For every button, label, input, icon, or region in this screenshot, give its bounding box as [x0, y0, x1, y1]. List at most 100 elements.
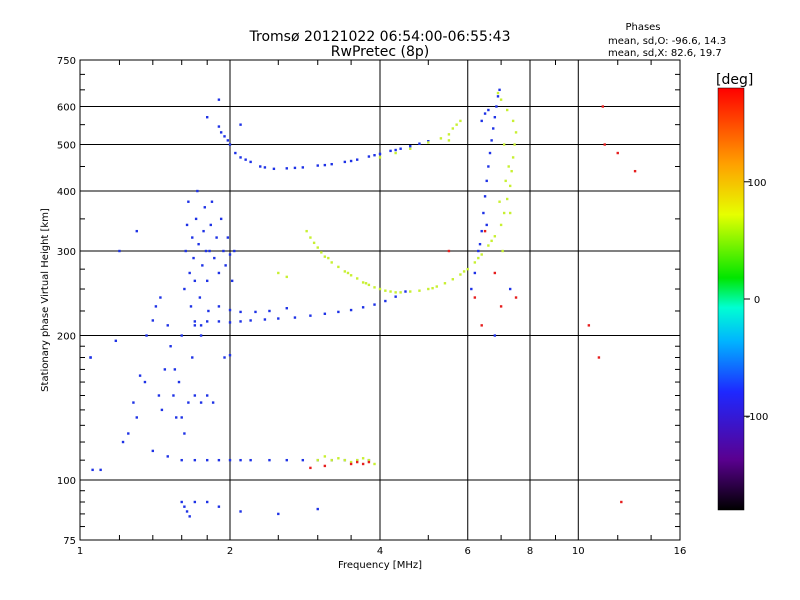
data-point [163, 368, 167, 371]
data-point [184, 249, 187, 253]
data-point [127, 432, 130, 435]
data-point [409, 144, 412, 148]
data-point [239, 123, 242, 126]
data-point [259, 165, 262, 168]
data-point [485, 179, 488, 183]
data-point [323, 255, 327, 258]
data-point [151, 449, 155, 453]
data-point [349, 274, 353, 277]
data-point [316, 246, 319, 249]
data-point [485, 223, 488, 227]
data-point [447, 139, 451, 142]
data-point [361, 306, 365, 309]
data-point [480, 324, 483, 327]
data-point [367, 155, 371, 158]
data-point [323, 455, 327, 458]
data-point [502, 143, 506, 146]
colorbar [717, 87, 745, 511]
data-point [480, 119, 483, 123]
data-point [367, 283, 371, 287]
data-point [483, 112, 487, 115]
data-point [293, 316, 297, 319]
data-point [349, 159, 353, 163]
data-point [183, 505, 186, 508]
data-point [213, 256, 216, 260]
data-point [208, 249, 211, 253]
data-point [477, 256, 480, 260]
data-point [330, 162, 333, 166]
data-point [277, 317, 280, 320]
data-point [145, 334, 148, 337]
y-tick-label: 75 [63, 536, 76, 547]
data-points [89, 88, 637, 518]
data-point [272, 167, 276, 171]
data-point [285, 275, 288, 279]
data-point [498, 88, 501, 92]
data-point [514, 296, 518, 299]
data-point [203, 206, 206, 209]
x-axis-ticks: 1 2 4 6 8 10 16 [77, 546, 687, 557]
data-point [193, 279, 197, 283]
data-point [215, 236, 218, 239]
data-point [355, 277, 359, 280]
y-tick-label: 100 [57, 476, 76, 487]
data-point [510, 169, 513, 173]
data-point [305, 229, 308, 233]
data-point [205, 458, 209, 462]
data-point [373, 462, 376, 466]
data-point [301, 458, 305, 462]
data-point [431, 286, 434, 290]
data-point [217, 271, 221, 275]
data-point [118, 249, 121, 253]
y-tick-label: 750 [57, 56, 76, 67]
data-point [285, 458, 288, 462]
data-point [496, 95, 500, 98]
data-point [217, 98, 221, 101]
data-point [447, 133, 451, 136]
data-point [633, 169, 637, 173]
data-point [435, 285, 438, 288]
data-point [226, 139, 230, 142]
data-point [507, 165, 510, 168]
x-axis-label: Frequency [MHz] [338, 560, 422, 571]
data-point [404, 290, 407, 293]
data-point [361, 281, 365, 284]
data-point [493, 116, 497, 119]
data-point [180, 500, 183, 504]
data-point [205, 394, 209, 397]
data-point [499, 305, 503, 308]
data-point [309, 314, 312, 317]
data-point [132, 401, 135, 404]
data-point [217, 458, 221, 462]
data-point [427, 287, 430, 291]
data-point [196, 189, 199, 193]
data-point [447, 249, 451, 253]
data-point [346, 271, 350, 275]
data-point [480, 253, 483, 256]
data-point [394, 291, 397, 294]
data-point [193, 320, 197, 323]
data-point [207, 309, 210, 313]
data-point [482, 211, 485, 215]
data-point [228, 253, 232, 256]
data-point [249, 319, 252, 322]
data-point [234, 151, 237, 155]
data-point [198, 296, 202, 299]
data-point [587, 324, 591, 327]
data-point [320, 251, 323, 254]
colorbar-ticks: 100 0 -100 [744, 178, 768, 423]
data-point [343, 160, 347, 164]
x-tick-label: 10 [572, 546, 585, 557]
data-point [355, 458, 359, 462]
data-point [135, 229, 138, 233]
data-point [361, 462, 365, 466]
y-axis-label: Stationary phase Virtual Height [km] [40, 208, 51, 392]
data-point [205, 320, 209, 323]
data-point [418, 289, 421, 292]
data-point [157, 394, 161, 397]
data-point [193, 394, 197, 397]
data-point [191, 356, 194, 359]
data-point [513, 143, 516, 146]
data-point [462, 270, 466, 273]
data-point [487, 244, 490, 247]
